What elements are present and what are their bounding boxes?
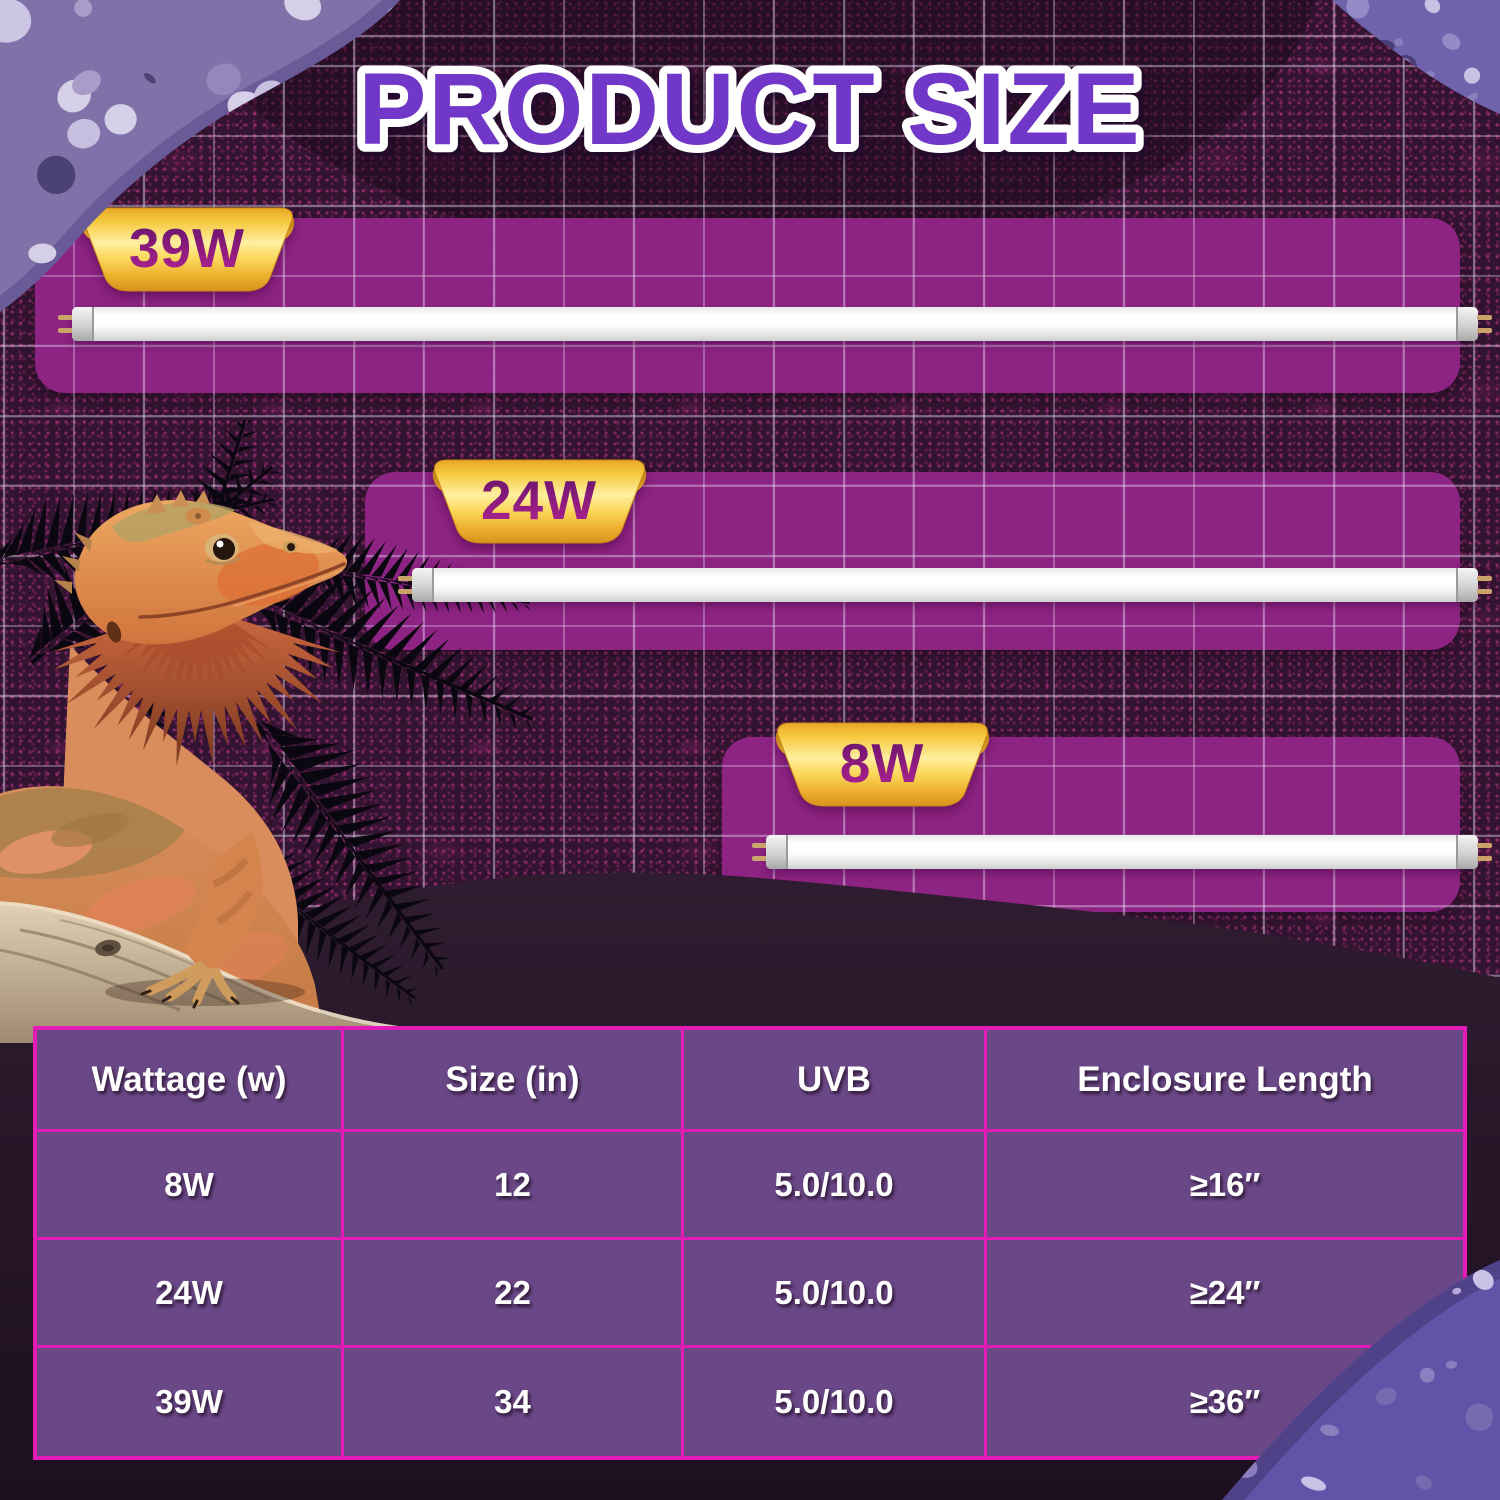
wattage-label: 24W — [481, 469, 597, 531]
page-title-text: PRODUCT SIZE — [358, 52, 1141, 166]
bearded-dragon-illustration — [0, 490, 441, 1043]
wattage-badge-24w: 24W — [432, 459, 647, 544]
table-cell: 39W — [37, 1348, 344, 1456]
fluorescent-tube-24w — [398, 568, 1492, 602]
table-cell: 34 — [344, 1348, 684, 1456]
tube-end-cap-left — [766, 835, 788, 869]
spec-table: Wattage (w) Size (in) UVB Enclosure Leng… — [33, 1026, 1467, 1460]
lizard-ear — [106, 621, 122, 643]
table-cell: ≥24″ — [987, 1240, 1463, 1348]
tube-pins-left — [398, 568, 413, 602]
table-cell: 8W — [37, 1132, 344, 1240]
tube-pins-left — [58, 307, 73, 341]
table-cell: 5.0/10.0 — [684, 1240, 987, 1348]
lizard-eye — [205, 534, 241, 565]
fluorescent-tube-39w — [58, 307, 1492, 341]
table-cell: 24W — [37, 1240, 344, 1348]
tube-end-cap-right — [1456, 307, 1478, 341]
table-cell: 5.0/10.0 — [684, 1132, 987, 1240]
table-header-uvb: UVB — [684, 1030, 987, 1132]
lizard-mouth — [138, 562, 346, 619]
table-cell: ≥16″ — [987, 1132, 1463, 1240]
table-header-enclosure: Enclosure Length — [987, 1030, 1463, 1132]
fluorescent-tube-8w — [752, 835, 1492, 869]
tube-end-cap-right — [1456, 835, 1478, 869]
tube-pins-right — [1477, 307, 1492, 341]
tube-pins-right — [1477, 835, 1492, 869]
table-cell: ≥36″ — [1189, 1383, 1261, 1420]
rock-decoration-bottom-right — [1222, 1260, 1500, 1500]
table-header-size: Size (in) — [344, 1030, 684, 1132]
wattage-badge-39w: 39W — [80, 207, 295, 292]
tube-pins-right — [1477, 568, 1492, 602]
page-title: PRODUCT SIZE — [350, 44, 1147, 174]
rock-decoration-top-right — [1332, 0, 1500, 114]
wattage-badge-8w: 8W — [775, 722, 990, 807]
tube-end-cap-left — [72, 307, 94, 341]
table-cell: 5.0/10.0 — [684, 1348, 987, 1456]
wattage-label: 8W — [840, 732, 925, 794]
tube-pins-left — [752, 835, 767, 869]
tube-end-cap-right — [1456, 568, 1478, 602]
table-header-wattage: Wattage (w) — [37, 1030, 344, 1132]
tube-end-cap-left — [412, 568, 434, 602]
rock-decoration-top-left — [0, 0, 400, 312]
lizard-beard-spikes — [52, 605, 342, 767]
table-cell: 12 — [344, 1132, 684, 1240]
table-cell: 22 — [344, 1240, 684, 1348]
wattage-label: 39W — [129, 217, 245, 279]
lizard-toes — [145, 961, 237, 1006]
